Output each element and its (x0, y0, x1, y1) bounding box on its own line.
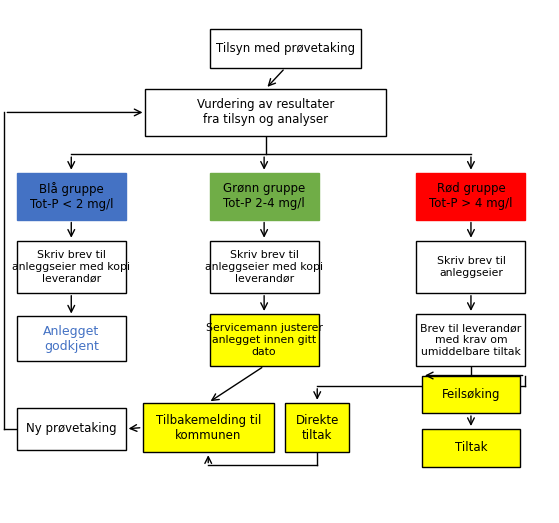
Text: Anlegget
godkjent: Anlegget godkjent (43, 325, 100, 353)
Text: Tilsyn med prøvetaking: Tilsyn med prøvetaking (216, 42, 354, 55)
FancyBboxPatch shape (285, 403, 349, 452)
FancyBboxPatch shape (17, 408, 126, 450)
FancyBboxPatch shape (210, 241, 319, 293)
FancyBboxPatch shape (210, 314, 319, 366)
Text: Feilsøking: Feilsøking (442, 388, 500, 401)
Text: Skriv brev til
anleggseier: Skriv brev til anleggseier (437, 256, 505, 278)
Text: Tilbakemelding til
kommunen: Tilbakemelding til kommunen (155, 414, 261, 441)
Text: Vurdering av resultater
fra tilsyn og analyser: Vurdering av resultater fra tilsyn og an… (197, 98, 334, 127)
FancyBboxPatch shape (17, 316, 126, 361)
FancyBboxPatch shape (422, 376, 520, 413)
Text: Blå gruppe
Tot-P < 2 mg/l: Blå gruppe Tot-P < 2 mg/l (30, 181, 113, 211)
FancyBboxPatch shape (143, 403, 274, 452)
FancyBboxPatch shape (17, 241, 126, 293)
FancyBboxPatch shape (210, 29, 361, 68)
Text: Grønn gruppe
Tot-P 2-4 mg/l: Grønn gruppe Tot-P 2-4 mg/l (223, 182, 305, 210)
Text: Brev til leverandør
med krav om
umiddelbare tiltak: Brev til leverandør med krav om umiddelb… (420, 323, 522, 357)
FancyBboxPatch shape (210, 173, 319, 220)
Text: Ny prøvetaking: Ny prøvetaking (26, 423, 117, 435)
FancyBboxPatch shape (416, 173, 525, 220)
Text: Servicemann justerer
anlegget innen gitt
dato: Servicemann justerer anlegget innen gitt… (206, 323, 323, 357)
Text: Rød gruppe
Tot-P > 4 mg/l: Rød gruppe Tot-P > 4 mg/l (429, 182, 513, 210)
FancyBboxPatch shape (416, 314, 525, 366)
Text: Direkte
tiltak: Direkte tiltak (296, 414, 339, 441)
FancyBboxPatch shape (17, 173, 126, 220)
Text: Tiltak: Tiltak (454, 441, 487, 454)
FancyBboxPatch shape (145, 89, 386, 136)
FancyBboxPatch shape (422, 429, 520, 467)
Text: Skriv brev til
anleggseier med kopi
leverandør: Skriv brev til anleggseier med kopi leve… (12, 250, 130, 283)
FancyBboxPatch shape (416, 241, 525, 293)
Text: Skriv brev til
anleggseier med kopi
leverandør: Skriv brev til anleggseier med kopi leve… (205, 250, 323, 283)
